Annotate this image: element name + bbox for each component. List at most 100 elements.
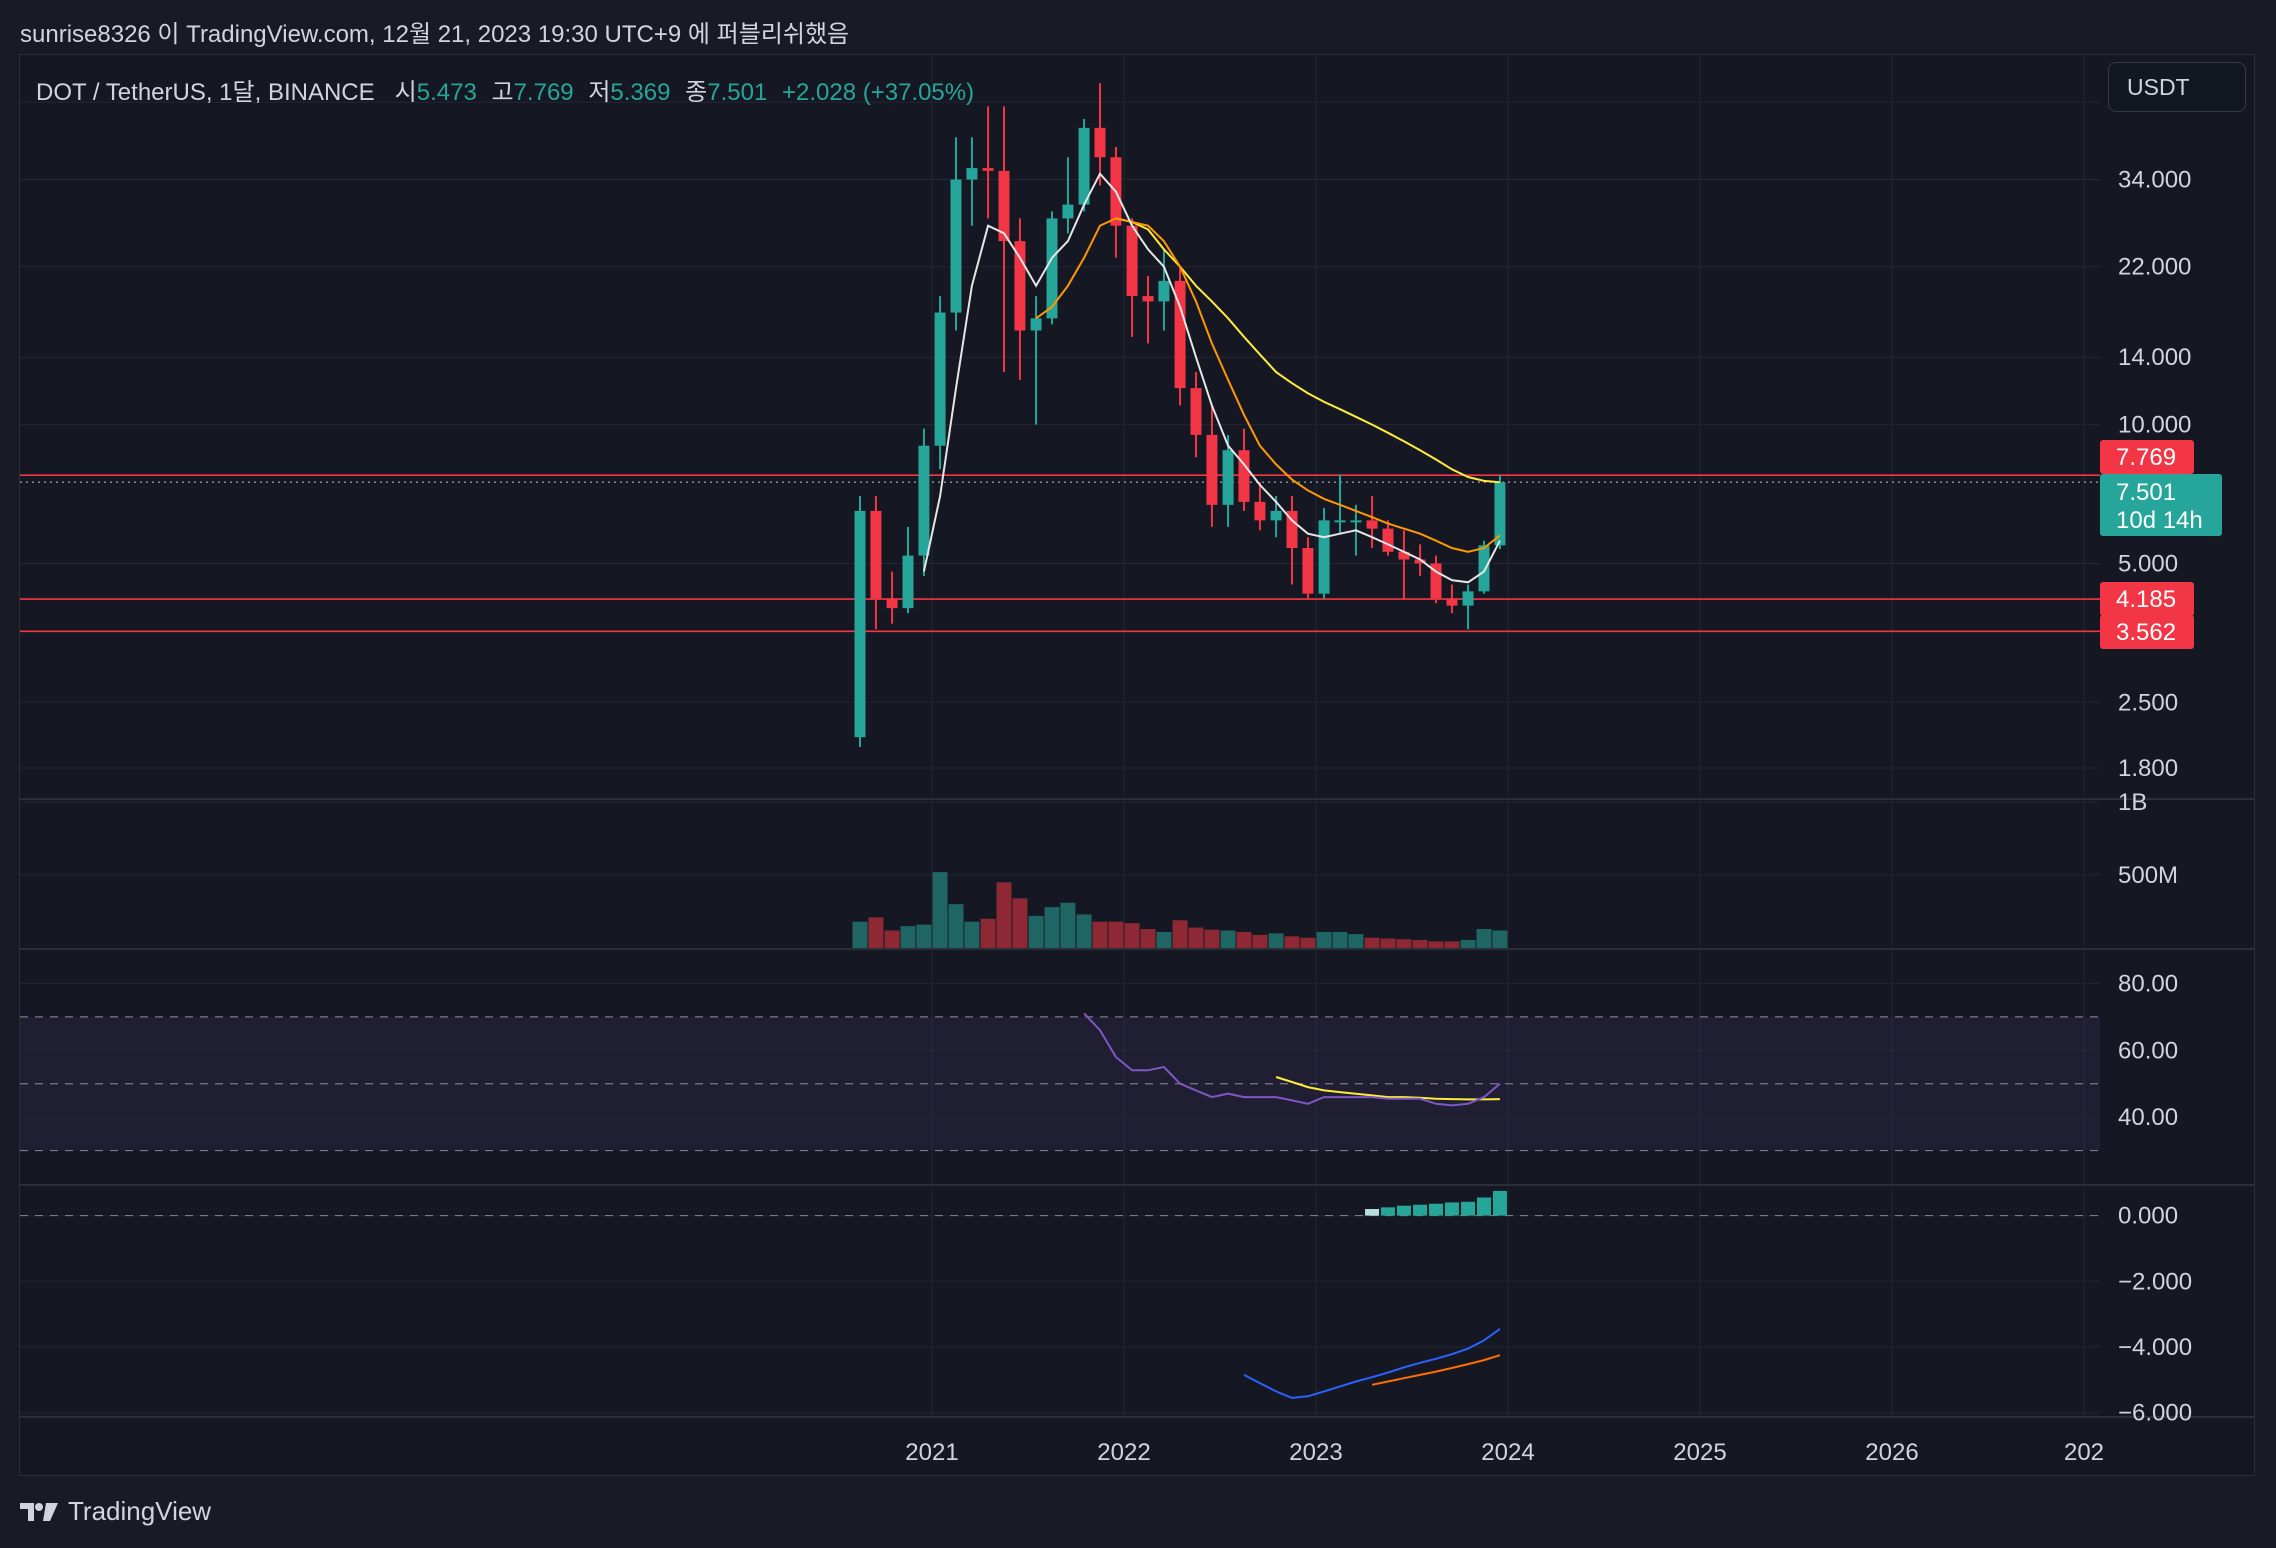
- candle-up: [1030, 318, 1042, 331]
- macd-histogram-bar: [1413, 1204, 1428, 1216]
- legend-close-value: 7.501: [707, 79, 768, 106]
- horizontal-level-price-label: 3.562: [2116, 619, 2176, 646]
- volume-bar: [980, 918, 996, 948]
- rsi-axis-tick-label: 40.00: [2118, 1104, 2178, 1131]
- volume-bar: [932, 872, 948, 948]
- volume-axis-tick-label: 500M: [2118, 862, 2178, 889]
- volume-bar: [1396, 939, 1412, 948]
- legend-close-label: 종: [685, 79, 708, 106]
- volume-bar: [1492, 930, 1508, 948]
- volume-bar: [1412, 939, 1428, 948]
- volume-bar: [948, 904, 964, 948]
- volume-bar: [1476, 929, 1492, 948]
- tradingview-logo-icon: [20, 1502, 58, 1521]
- macd-axis-tick-label: −2.000: [2118, 1268, 2192, 1295]
- volume-bar: [852, 921, 868, 948]
- candle-down: [1414, 559, 1426, 564]
- candle-down: [870, 510, 882, 599]
- candle-up: [902, 555, 914, 609]
- candle-down: [1254, 501, 1266, 521]
- volume-bar: [1156, 931, 1172, 948]
- legend-symbol[interactable]: DOT / TetherUS, 1달, BINANCE: [36, 79, 375, 106]
- candle-down: [1206, 434, 1218, 505]
- x-axis-tick-label: 2023: [1289, 1439, 1342, 1466]
- volume-bar: [1316, 931, 1332, 948]
- tradingview-logo[interactable]: TradingView: [20, 1496, 211, 1527]
- macd-axis-tick-label: 0.000: [2118, 1203, 2178, 1230]
- legend-low-value: 5.369: [610, 79, 671, 106]
- volume-bar: [1076, 914, 1092, 948]
- candle-down: [1382, 528, 1394, 552]
- macd-axis-tick-label: −6.000: [2118, 1400, 2192, 1427]
- horizontal-level-price-label-box: [2100, 582, 2194, 616]
- volume-bar: [1188, 927, 1204, 948]
- candle-up: [1350, 520, 1362, 523]
- legend-low-label: 저: [588, 79, 611, 106]
- candle-up: [1158, 280, 1170, 302]
- volume-bar: [1348, 934, 1364, 948]
- volume-bar: [1028, 915, 1044, 948]
- volume-bar: [1172, 920, 1188, 948]
- bar-countdown-label: 10d 14h: [2116, 507, 2203, 534]
- horizontal-level-price-label: 4.185: [2116, 586, 2176, 613]
- volume-bar: [1204, 929, 1220, 948]
- candle-up: [1462, 591, 1474, 606]
- volume-bar: [1044, 907, 1060, 948]
- publish-caption: sunrise8326 이 TradingView.com, 12월 21, 2…: [20, 21, 850, 48]
- symbol-legend: DOT / TetherUS, 1달, BINANCE 시5.473 고7.76…: [36, 72, 974, 107]
- volume-bar: [1220, 930, 1236, 948]
- rsi-line: [1083, 1012, 1501, 1107]
- volume-bar: [1364, 937, 1380, 948]
- volume-bar: [1268, 933, 1284, 948]
- candle-up: [1062, 204, 1074, 219]
- volume-bar: [1108, 921, 1124, 948]
- volume-bar: [1012, 898, 1028, 948]
- macd-line: [1243, 1328, 1501, 1399]
- price-axis-tick-label: 34.000: [2118, 167, 2191, 194]
- x-axis-tick-label: 2024: [1481, 1439, 1534, 1466]
- brand-name: TradingView: [68, 1496, 212, 1526]
- rsi-axis-tick-label: 80.00: [2118, 970, 2178, 997]
- volume-bar: [1444, 941, 1460, 948]
- volume-bar: [1428, 941, 1444, 948]
- volume-bar: [1284, 936, 1300, 948]
- candle-down: [886, 598, 898, 609]
- macd-histogram-bar: [1429, 1203, 1443, 1216]
- legend-change: +2.028 (+37.05%): [781, 79, 975, 106]
- candle-up: [1318, 520, 1330, 594]
- volume-bar: [868, 917, 884, 948]
- legend-high-label: 고: [491, 79, 514, 106]
- candle-down: [1014, 241, 1026, 331]
- candle-up: [854, 510, 866, 738]
- volume-bar: [1140, 929, 1156, 948]
- candle-up: [1222, 450, 1234, 505]
- volume-bar: [996, 882, 1012, 948]
- candle-down: [1430, 563, 1442, 599]
- volume-bar: [884, 930, 900, 948]
- x-axis-tick-label: 202: [2064, 1439, 2104, 1466]
- macd-histogram-bar: [1444, 1202, 1459, 1216]
- ma-mid-line: [1035, 217, 1501, 553]
- price-axis-tick-label: 1.800: [2118, 755, 2178, 782]
- ma-fast-line: [922, 171, 1501, 584]
- volume-bar: [1060, 902, 1076, 948]
- macd-histogram-bar: [1477, 1197, 1491, 1216]
- candle-up: [950, 179, 962, 313]
- price-axis-tick-label: 2.500: [2118, 689, 2178, 716]
- candle-down: [1190, 388, 1202, 435]
- macd-signal-line: [1371, 1354, 1501, 1386]
- candle-up: [1046, 218, 1058, 319]
- candle-up: [918, 445, 930, 556]
- volume-bar: [1124, 923, 1140, 948]
- last-price-tag-box: [2100, 474, 2222, 536]
- horizontal-level-price-label-box: [2100, 440, 2194, 474]
- rsi-axis-tick-label: 60.00: [2118, 1037, 2178, 1064]
- macd-histogram-bar: [1492, 1190, 1507, 1216]
- currency-unit-button[interactable]: USDT: [2108, 62, 2246, 112]
- price-axis-tick-label: 22.000: [2118, 254, 2191, 281]
- candle-down: [982, 168, 994, 171]
- last-price-label: 7.501: [2116, 479, 2176, 506]
- macd-axis-tick-label: −4.000: [2118, 1334, 2192, 1361]
- legend-open-value: 5.473: [416, 79, 477, 106]
